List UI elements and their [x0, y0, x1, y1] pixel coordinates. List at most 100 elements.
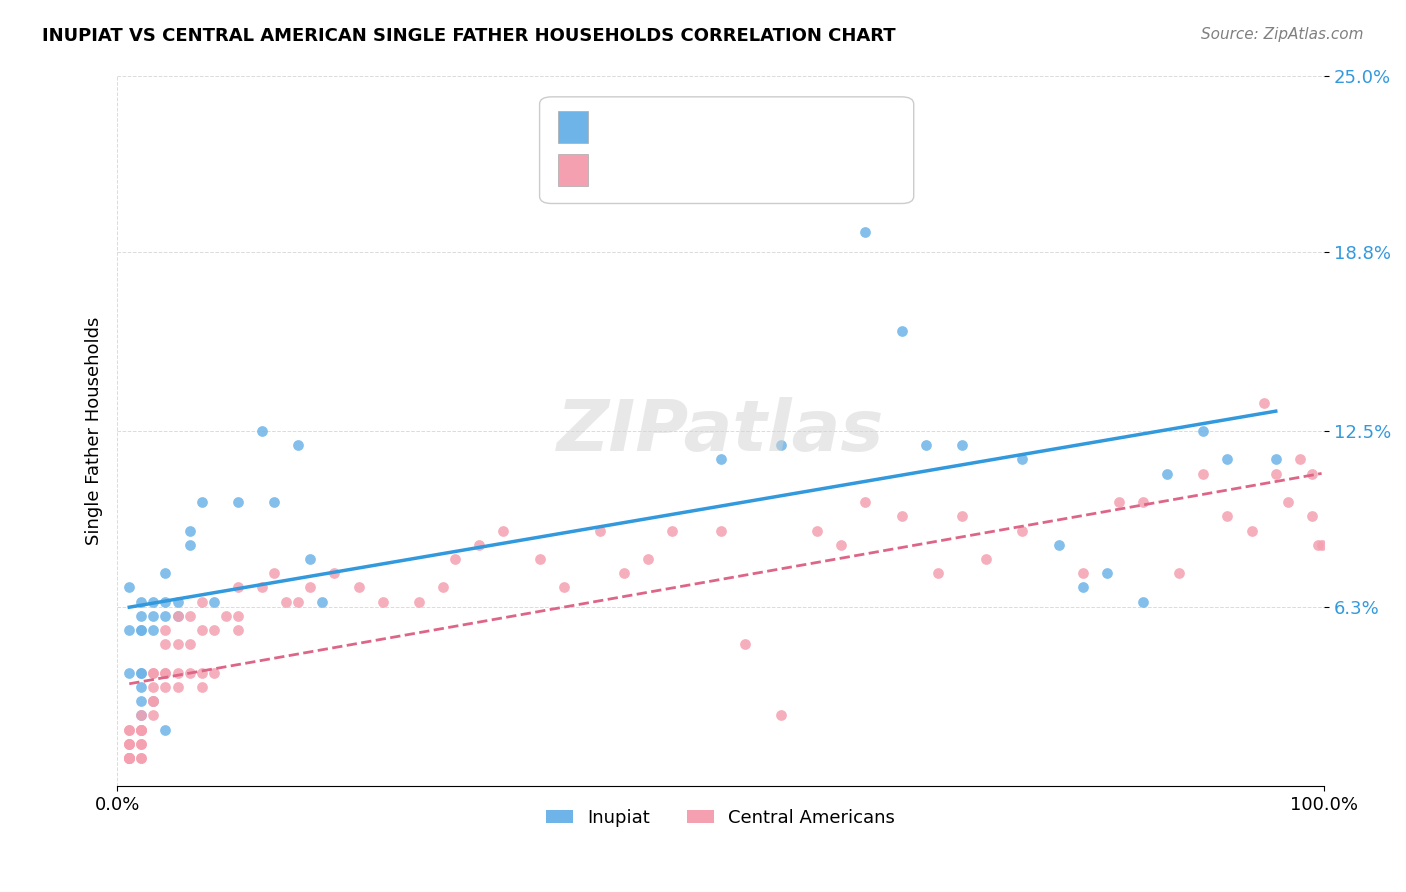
Text: 48: 48 [817, 125, 842, 144]
Point [155, 723, 177, 737]
Point [131, 680, 153, 694]
Point [830, 538, 852, 552]
Point [1156, 467, 1178, 481]
Bar [558, 153, 588, 186]
Point [190, 495, 212, 509]
Point [661, 524, 683, 538]
Point [179, 524, 201, 538]
Point [142, 694, 165, 708]
Point [226, 495, 249, 509]
Point [166, 608, 188, 623]
Point [263, 566, 285, 581]
Point [131, 665, 153, 680]
Point [226, 581, 249, 595]
Point [830, 153, 852, 168]
Point [347, 581, 370, 595]
Point [769, 438, 792, 452]
Point [311, 594, 333, 608]
Point [529, 552, 551, 566]
Point [589, 524, 612, 538]
Point [299, 552, 322, 566]
Point [408, 594, 430, 608]
Text: N =: N = [769, 125, 808, 144]
Point [166, 608, 188, 623]
Point [118, 665, 141, 680]
Point [190, 594, 212, 608]
Point [131, 708, 153, 723]
Point [131, 751, 153, 765]
Point [118, 751, 141, 765]
Point [1264, 452, 1286, 467]
Point [190, 665, 212, 680]
Point [637, 552, 659, 566]
Point [131, 594, 153, 608]
Point [371, 594, 394, 608]
Text: 0.561: 0.561 [648, 125, 704, 144]
Point [855, 225, 877, 239]
Point [118, 737, 141, 751]
Point [131, 737, 153, 751]
Point [155, 623, 177, 637]
Point [131, 723, 153, 737]
Point [131, 708, 153, 723]
Point [927, 566, 949, 581]
Point [202, 594, 225, 608]
Point [432, 581, 454, 595]
Point [1289, 452, 1312, 467]
Point [142, 708, 165, 723]
Point [166, 594, 188, 608]
Point [890, 325, 912, 339]
Point [131, 723, 153, 737]
Point [950, 509, 973, 524]
Point [1264, 467, 1286, 481]
Text: R =: R = [600, 168, 638, 186]
Point [190, 680, 212, 694]
Point [1216, 509, 1239, 524]
Point [287, 594, 309, 608]
Point [179, 538, 201, 552]
Point [202, 623, 225, 637]
Point [263, 495, 285, 509]
Point [179, 665, 201, 680]
Point [131, 723, 153, 737]
Point [131, 751, 153, 765]
Point [492, 524, 515, 538]
Point [468, 538, 491, 552]
Text: 93: 93 [817, 168, 842, 186]
Point [118, 751, 141, 765]
Point [155, 594, 177, 608]
Point [155, 637, 177, 651]
Point [1192, 467, 1215, 481]
FancyBboxPatch shape [540, 97, 914, 203]
Point [890, 509, 912, 524]
Point [1216, 452, 1239, 467]
Point [202, 665, 225, 680]
Point [131, 737, 153, 751]
Point [142, 694, 165, 708]
Point [1168, 566, 1191, 581]
Y-axis label: Single Father Households: Single Father Households [86, 317, 103, 545]
Point [226, 623, 249, 637]
Legend: Inupiat, Central Americans: Inupiat, Central Americans [538, 802, 903, 834]
Point [118, 737, 141, 751]
Point [142, 665, 165, 680]
Point [1301, 467, 1323, 481]
Point [276, 594, 298, 608]
Text: ZIPatlas: ZIPatlas [557, 397, 884, 466]
Point [190, 623, 212, 637]
Point [142, 594, 165, 608]
Point [299, 581, 322, 595]
Point [1192, 424, 1215, 438]
Point [769, 708, 792, 723]
Point [250, 581, 273, 595]
Point [131, 623, 153, 637]
Text: Source: ZipAtlas.com: Source: ZipAtlas.com [1201, 27, 1364, 42]
Point [179, 637, 201, 651]
Bar [558, 112, 588, 143]
Text: INUPIAT VS CENTRAL AMERICAN SINGLE FATHER HOUSEHOLDS CORRELATION CHART: INUPIAT VS CENTRAL AMERICAN SINGLE FATHE… [42, 27, 896, 45]
Point [613, 566, 636, 581]
Point [118, 751, 141, 765]
Point [1108, 495, 1130, 509]
Point [166, 665, 188, 680]
Point [118, 737, 141, 751]
